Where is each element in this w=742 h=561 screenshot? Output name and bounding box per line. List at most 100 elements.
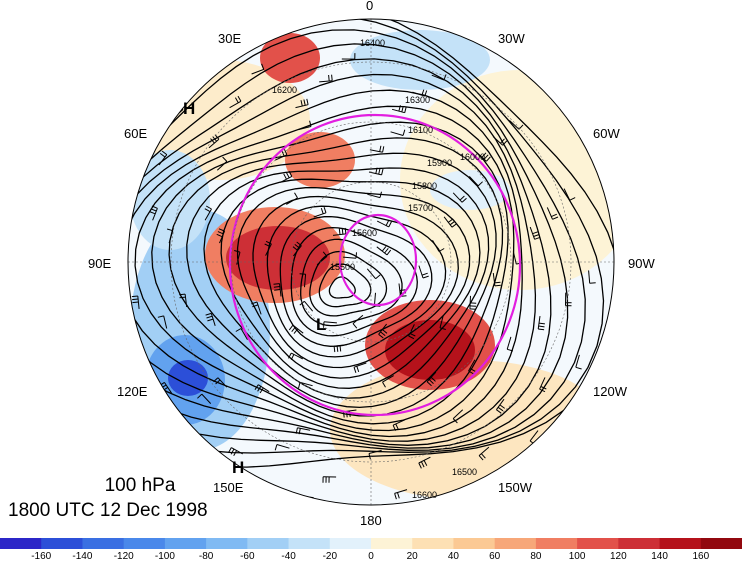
wind-barb — [163, 382, 173, 394]
wind-barb-flag — [149, 211, 156, 215]
wind-barb-flag — [116, 233, 122, 234]
wind-barb-flag — [111, 321, 117, 322]
wind-barb-flag — [296, 241, 302, 247]
wind-barb-flag — [449, 220, 456, 226]
wind-barb-flag — [439, 327, 446, 330]
contour-labels: 16400 16300 16200 16100 15900 15800 1570… — [272, 38, 485, 500]
wind-barb — [204, 208, 212, 221]
height-contours — [128, 19, 614, 468]
wind-barb — [432, 240, 440, 252]
wind-barb — [478, 446, 490, 456]
wind-barb-flag — [288, 352, 292, 359]
colorbar-box — [247, 538, 290, 549]
colorbar: -160 -140 -120 -100 -80 -60 -40 -20 0 20… — [0, 538, 742, 561]
wind-barb-flag — [90, 339, 96, 341]
height-contour — [186, 152, 497, 409]
inner-highlight-contour — [338, 213, 418, 307]
wind-barb-flag — [355, 252, 357, 259]
wind-barb-flag — [380, 331, 386, 336]
pressure-level-label: 100 hPa — [104, 475, 176, 496]
wind-barb-flag — [392, 424, 397, 431]
longitude-label: 30E — [218, 31, 241, 46]
wind-barb-flag — [423, 460, 428, 466]
wind-barb-flag — [257, 386, 262, 392]
wind-barb-flag — [237, 95, 242, 102]
wind-barb — [439, 315, 444, 329]
wind-barb — [563, 188, 571, 201]
wind-barb — [313, 212, 327, 218]
wind-barb-flag — [494, 284, 501, 287]
wind-barb-flag — [288, 170, 293, 177]
wind-barb — [391, 108, 405, 114]
wind-barb — [492, 272, 496, 286]
wind-barb-flag — [143, 399, 149, 405]
colorbar-tick: 20 — [407, 551, 419, 561]
wind-barb-flag — [421, 272, 428, 276]
wind-barb-flag — [300, 100, 303, 107]
wind-barb — [290, 352, 304, 360]
wind-barb-flag — [552, 216, 559, 220]
wind-barb-flag — [497, 406, 504, 412]
wind-barb-flag — [309, 120, 312, 127]
wind-barb-flag — [227, 447, 232, 454]
wind-barb-flag — [299, 273, 306, 275]
wind-barb-flag — [481, 453, 486, 459]
wind-barb — [297, 427, 311, 431]
wind-barb-flag — [551, 213, 557, 218]
wind-barb-flag — [532, 231, 539, 235]
wind-barb-flag — [283, 149, 288, 156]
map-boundary — [127, 18, 615, 506]
wind-barb — [201, 393, 212, 404]
colorbar-box — [659, 538, 702, 549]
colorbar-box — [700, 538, 742, 549]
wind-barb-flag — [285, 172, 290, 179]
longitude-label: 0 — [366, 0, 373, 13]
low-pressure-center: L — [316, 315, 326, 334]
wind-barb-flag — [252, 304, 259, 308]
wind-barb-flag — [216, 233, 223, 238]
wind-barb — [412, 91, 425, 97]
wind-barb-flag — [110, 318, 116, 319]
height-contour — [128, 29, 586, 451]
colorbar-boxes — [0, 538, 742, 549]
height-contour — [128, 58, 552, 446]
wind-barb-flag — [418, 462, 422, 469]
wind-barb — [529, 430, 539, 442]
height-contour — [266, 205, 447, 358]
wind-barb-flag — [204, 208, 211, 213]
wind-barb — [304, 300, 314, 312]
height-contour — [252, 195, 459, 369]
wind-barb-flag — [117, 230, 123, 231]
wind-barb-flag — [378, 333, 384, 339]
wind-barb-flag — [507, 348, 514, 352]
height-contour — [220, 178, 481, 389]
wind-barb — [137, 295, 140, 309]
wind-barb-flag — [323, 321, 325, 328]
contour-label: 16200 — [272, 85, 297, 95]
wind-barb — [168, 230, 174, 244]
wind-barb-flag — [430, 376, 436, 382]
wind-barb-flag — [459, 195, 465, 201]
colorbar-box — [164, 538, 207, 549]
wind-barb-flag — [254, 384, 259, 390]
wind-barb-flag — [533, 234, 540, 237]
wind-barb-flag — [328, 74, 330, 82]
wind-barb-flag — [443, 74, 447, 81]
wind-barb-flag — [290, 354, 295, 361]
wind-barb-flag — [331, 74, 333, 81]
height-contour — [128, 19, 614, 468]
colorbar-tick: 80 — [530, 551, 542, 561]
wind-barb-flag — [500, 138, 505, 144]
wind-barb-flag — [234, 97, 239, 104]
wind-barb-flag — [379, 191, 382, 198]
colorbar-box — [618, 538, 661, 549]
wind-barb-flag — [382, 381, 386, 388]
colorbar-tick: -20 — [323, 551, 338, 561]
wind-barb-flag — [87, 254, 93, 255]
wind-barb-flag — [483, 154, 489, 160]
contour-label: 16100 — [408, 125, 433, 135]
wind-barb — [343, 256, 357, 259]
wind-barb-flag — [320, 207, 324, 214]
wind-barb — [210, 313, 216, 326]
wind-barb — [316, 256, 328, 266]
